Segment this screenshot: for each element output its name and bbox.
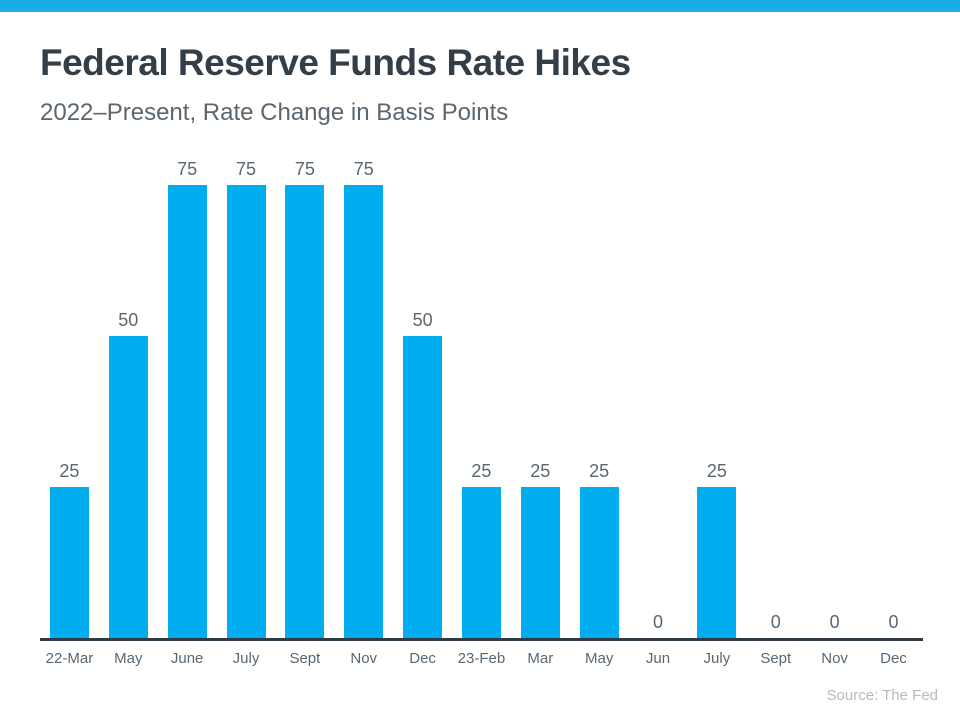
bar-chart: 25 50 75 75 75 75 50 25 25 25 0 25 0 0 0 22-Mar May June… bbox=[40, 159, 923, 667]
chart-bar bbox=[108, 336, 148, 638]
x-axis-label: 22-Mar bbox=[45, 650, 94, 667]
bar-value-label: 50 bbox=[412, 310, 433, 331]
chart-column: 25 bbox=[687, 461, 746, 638]
chart-column: 50 bbox=[99, 310, 158, 638]
bar-value-label: 75 bbox=[177, 159, 198, 180]
chart-column: 25 bbox=[452, 461, 511, 638]
plot-area: 25 50 75 75 75 75 50 25 25 25 0 25 0 0 0 bbox=[40, 159, 923, 641]
chart-column: 75 bbox=[334, 159, 393, 638]
bar-value-label: 25 bbox=[530, 461, 551, 482]
chart-bar bbox=[285, 185, 325, 638]
bar-value-label: 25 bbox=[471, 461, 492, 482]
bar-value-label: 50 bbox=[118, 310, 139, 331]
bar-value-label: 25 bbox=[589, 461, 610, 482]
bar-value-label: 25 bbox=[59, 461, 80, 482]
chart-column: 25 bbox=[570, 461, 629, 638]
chart-bar bbox=[226, 185, 266, 638]
bar-value-label: 0 bbox=[829, 612, 840, 633]
chart-column: 75 bbox=[275, 159, 334, 638]
x-axis-label: July bbox=[232, 650, 260, 667]
x-axis-label: May bbox=[584, 650, 614, 667]
x-axis-label: June bbox=[170, 650, 204, 667]
chart-column: 0 bbox=[746, 612, 805, 638]
top-accent-bar bbox=[0, 0, 960, 12]
x-axis-label: Jun bbox=[645, 650, 671, 667]
x-axis-label: Dec bbox=[880, 650, 907, 667]
chart-column: 75 bbox=[217, 159, 276, 638]
bar-value-label: 75 bbox=[294, 159, 315, 180]
bar-value-label: 75 bbox=[235, 159, 257, 180]
x-axis-label: July bbox=[703, 650, 731, 667]
chart-bar bbox=[403, 336, 443, 638]
bar-value-label: 0 bbox=[653, 612, 664, 633]
bar-value-label: 0 bbox=[888, 612, 899, 633]
x-axis-label: Sept bbox=[760, 650, 792, 667]
x-axis-label: Nov bbox=[350, 650, 378, 667]
chart-bar bbox=[520, 487, 560, 638]
x-axis-label: Dec bbox=[409, 650, 436, 667]
chart-column: 0 bbox=[629, 612, 688, 638]
chart-bar bbox=[697, 487, 737, 638]
bar-value-label: 75 bbox=[353, 159, 374, 180]
chart-column: 75 bbox=[158, 159, 217, 638]
x-axis-label: Sept bbox=[289, 650, 321, 667]
x-axis-label: 23-Feb bbox=[457, 650, 506, 667]
page-title: Federal Reserve Funds Rate Hikes bbox=[40, 42, 631, 83]
x-axis-label: Mar bbox=[527, 650, 554, 667]
x-axis-label: May bbox=[114, 650, 143, 667]
chart-bar bbox=[461, 487, 501, 638]
chart-column: 50 bbox=[393, 310, 452, 638]
source-note: Source: The Fed bbox=[826, 687, 938, 704]
chart-bar bbox=[344, 185, 384, 638]
x-axis-label: Nov bbox=[821, 650, 848, 667]
chart-column: 25 bbox=[511, 461, 570, 638]
bar-value-label: 25 bbox=[706, 461, 727, 482]
chart-bar bbox=[579, 487, 619, 638]
chart-column: 0 bbox=[805, 612, 864, 638]
chart-bar bbox=[49, 487, 89, 638]
bar-value-label: 0 bbox=[770, 612, 781, 633]
chart-bar bbox=[167, 185, 207, 638]
chart-column: 0 bbox=[864, 612, 923, 638]
x-axis-labels: 22-Mar May June July Sept Nov Dec 23-Feb Mar May J… bbox=[40, 641, 923, 667]
page-subtitle: 2022–Present, Rate Change in Basis Point… bbox=[40, 99, 509, 126]
chart-column: 25 bbox=[40, 461, 99, 638]
